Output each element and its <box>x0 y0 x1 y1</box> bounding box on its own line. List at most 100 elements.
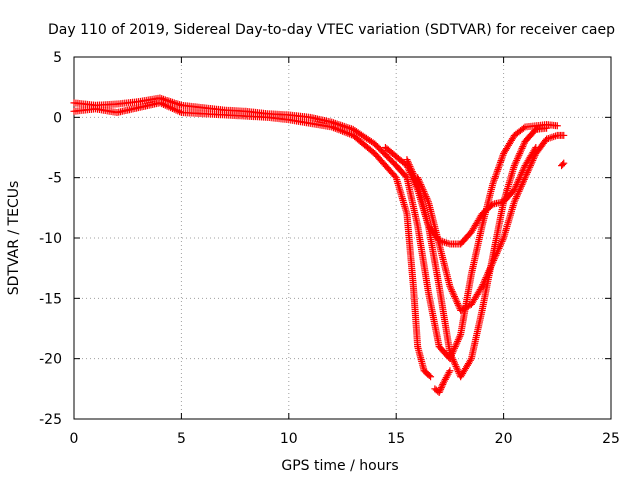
data-point <box>483 272 491 280</box>
data-point <box>456 332 464 340</box>
data-point <box>511 184 519 192</box>
data-point <box>516 174 524 182</box>
data-point <box>174 100 182 108</box>
data-point <box>488 201 496 209</box>
data-point <box>448 354 456 362</box>
data-point <box>439 380 447 388</box>
data-point <box>553 122 561 130</box>
data-point <box>543 124 551 132</box>
data-point <box>486 265 494 273</box>
data-point <box>466 356 474 364</box>
y-tick-label: -10 <box>39 231 62 247</box>
data-point <box>451 361 459 369</box>
data-point <box>499 236 507 244</box>
data-point <box>513 181 521 189</box>
data-point <box>453 298 461 306</box>
data-points <box>70 94 568 396</box>
data-point <box>447 352 455 360</box>
data-point <box>512 194 520 202</box>
chart-title: Day 110 of 2019, Sidereal Day-to-day VTE… <box>48 22 615 38</box>
data-point <box>453 339 461 347</box>
y-tick-label: -15 <box>39 291 62 307</box>
data-point <box>454 336 462 344</box>
data-point <box>449 289 457 297</box>
data-point <box>516 150 524 158</box>
series-track-e <box>403 144 540 248</box>
data-point <box>437 385 445 393</box>
data-point <box>460 305 468 313</box>
data-point <box>532 144 540 151</box>
y-tick-label: 0 <box>53 110 62 126</box>
grid-lines <box>74 57 611 419</box>
y-tick-label: -20 <box>39 352 62 368</box>
data-point <box>408 168 416 176</box>
data-point <box>409 169 417 177</box>
series-track-b <box>70 99 435 381</box>
data-point <box>455 334 463 342</box>
data-point <box>480 277 488 285</box>
data-point <box>452 296 460 304</box>
data-point <box>403 156 411 164</box>
data-point <box>447 284 455 292</box>
data-point <box>495 244 503 252</box>
data-point <box>488 260 496 268</box>
data-point <box>435 388 443 396</box>
data-point <box>487 262 495 270</box>
data-point <box>485 267 493 275</box>
data-point <box>453 364 461 372</box>
x-tick-label: 25 <box>602 431 620 447</box>
series-track-a <box>70 94 561 363</box>
data-point <box>497 239 505 247</box>
data-point <box>170 99 178 107</box>
x-axis-label: GPS time / hours <box>281 458 398 474</box>
data-point <box>514 189 522 197</box>
data-point <box>490 256 498 264</box>
data-point <box>445 368 453 376</box>
data-point <box>519 167 527 175</box>
data-point <box>481 275 489 283</box>
data-point <box>458 306 466 314</box>
data-point <box>454 301 462 309</box>
data-point <box>413 178 421 186</box>
data-point <box>408 166 416 174</box>
data-point <box>404 157 412 165</box>
data-point <box>464 302 472 310</box>
data-point <box>442 239 450 247</box>
y-tick-label: 5 <box>53 50 62 66</box>
x-tick-label: 20 <box>495 431 513 447</box>
y-tick-label: -5 <box>48 171 62 187</box>
data-point <box>514 153 522 161</box>
data-point <box>423 194 431 202</box>
data-point <box>517 170 525 178</box>
data-point <box>450 346 458 354</box>
data-point <box>441 238 449 246</box>
x-tick-label: 0 <box>70 431 79 447</box>
data-point <box>450 291 458 299</box>
data-point <box>427 373 435 381</box>
data-point <box>496 243 504 251</box>
data-point <box>494 246 502 254</box>
data-point <box>511 196 519 204</box>
data-point <box>446 282 454 290</box>
data-point <box>405 161 413 169</box>
axis-ticks <box>73 56 612 420</box>
data-point <box>412 176 420 184</box>
data-point <box>518 144 526 152</box>
data-point <box>490 255 498 263</box>
data-point <box>515 151 523 159</box>
data-point <box>514 177 522 185</box>
data-point <box>424 196 432 204</box>
data-point <box>451 294 459 302</box>
data-point <box>482 274 490 282</box>
data-point <box>167 98 175 106</box>
data-point <box>454 300 462 308</box>
data-point <box>515 175 523 183</box>
data-point <box>513 191 521 199</box>
data-point <box>516 172 524 180</box>
data-point <box>497 241 505 249</box>
data-point <box>489 258 497 266</box>
axis-tick-labels: 0 5 10 15 20 25 5 0 -5 -10 -15 -20 -25 <box>39 50 620 447</box>
data-point <box>463 303 471 311</box>
data-point <box>518 168 526 176</box>
